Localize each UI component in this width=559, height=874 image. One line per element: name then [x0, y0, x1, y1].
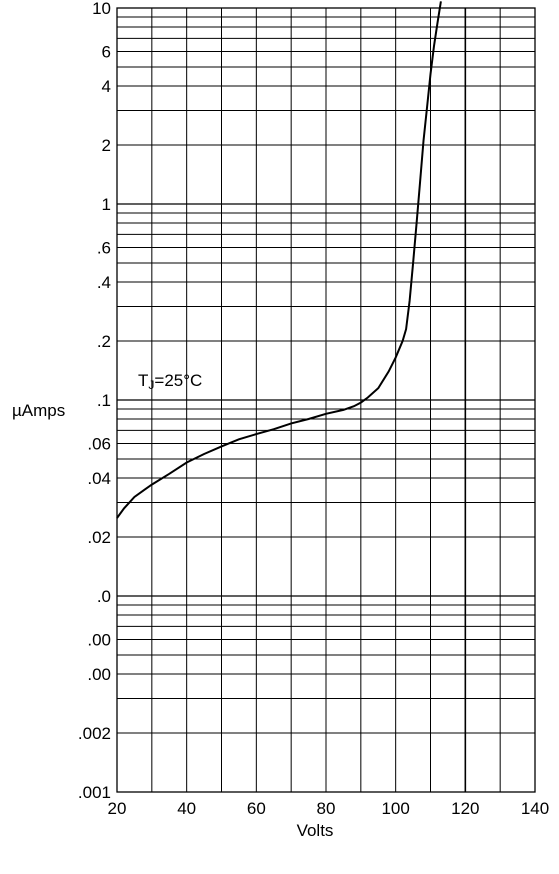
x-axis-label: Volts — [297, 821, 334, 840]
x-tick-label: 140 — [521, 799, 549, 818]
y-tick-label: .001 — [78, 783, 111, 802]
y-tick-label: .2 — [97, 332, 111, 351]
y-tick-label: .6 — [97, 238, 111, 257]
x-tick-label: 120 — [451, 799, 479, 818]
x-tick-label: 40 — [177, 799, 196, 818]
y-tick-label: 6 — [102, 42, 111, 61]
leakage-current-curve — [116, 1, 442, 519]
x-tick-label: 80 — [317, 799, 336, 818]
y-tick-label: .4 — [97, 273, 111, 292]
y-tick-label: 1 — [102, 195, 111, 214]
y-tick-label: .1 — [97, 391, 111, 410]
x-tick-label: 20 — [108, 799, 127, 818]
x-tick-label: 100 — [381, 799, 409, 818]
y-tick-label: 10 — [92, 0, 111, 18]
y-tick-label: .0 — [97, 587, 111, 606]
y-tick-label: 4 — [102, 77, 111, 96]
y-tick-label: .06 — [87, 434, 111, 453]
y-axis-label: µAmps — [12, 401, 65, 420]
y-tick-label: .02 — [87, 528, 111, 547]
y-tick-label: 2 — [102, 136, 111, 155]
y-tick-label: .00 — [87, 665, 111, 684]
y-tick-label: .002 — [78, 724, 111, 743]
chart-ticks: 10 6 4 2 1 .6 .4 .2 .1 .06 .04 .02 .0 .00 .00 .002 .0012… — [78, 0, 549, 818]
x-tick-label: 60 — [247, 799, 266, 818]
y-tick-label: .04 — [87, 469, 111, 488]
y-tick-label: .00 — [87, 630, 111, 649]
chart-series — [116, 1, 442, 519]
chart-grid — [116, 7, 536, 793]
junction-temperature-annotation: TJ=25°C — [138, 371, 202, 392]
